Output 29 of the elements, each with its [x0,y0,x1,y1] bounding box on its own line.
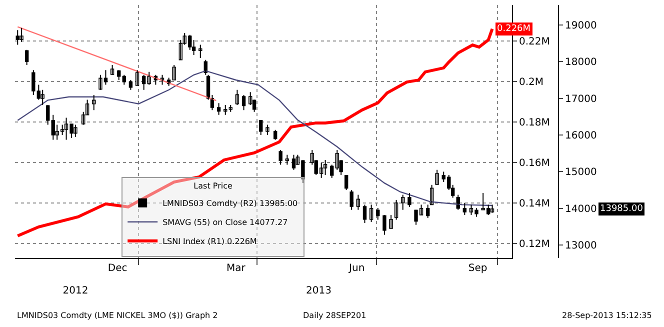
y2-tick-label: 19000 [565,20,597,32]
legend-label: SMAVG (55) on Close 14077.27 [162,218,288,228]
x-tick-label: Sep [468,262,488,274]
text: 13985.00 [600,204,643,214]
x-tick-label: Mar [226,262,246,274]
x2-tick-label: 2012 [62,285,88,296]
x2-tick-label: 2013 [306,285,332,296]
y-tick-label: 0.22M [519,36,550,48]
y2-tick-label: 14000 [565,204,597,215]
y2-tick-label: 15000 [565,167,597,178]
text: Daily 28SEP201 [303,311,366,320]
line-series [16,27,494,238]
data-label: 0.226M [497,24,531,34]
y2-tick-label: 16000 [565,130,597,142]
text: 28-Sep-2013 15:12:35 [562,311,652,320]
x-tick-label: Dec [108,262,128,274]
y-tick-label: 0.2M [519,76,544,88]
y-tick-label: 0.12M [519,238,550,250]
y-tick-label: 0.18M [519,117,550,128]
y-tick-label: 0.16M [519,158,550,169]
text: LMNIDS03 Comdty (LME NICKEL 3MO ($)) Graph 2 [17,311,218,320]
legend-label: LMNIDS03 Comdty (R2) 13985.00 [162,199,298,208]
y2-tick-label: 13000 [565,240,597,252]
y2-tick-label: 17000 [565,94,597,105]
y-tick-label: 0.14M [519,198,550,210]
x-tick-label: Jun [348,262,365,274]
legend-title: Last Price [194,181,232,190]
legend-label: LSNI Index (R1) 0.226M [162,237,257,246]
y2-tick-label: 18000 [565,57,597,68]
